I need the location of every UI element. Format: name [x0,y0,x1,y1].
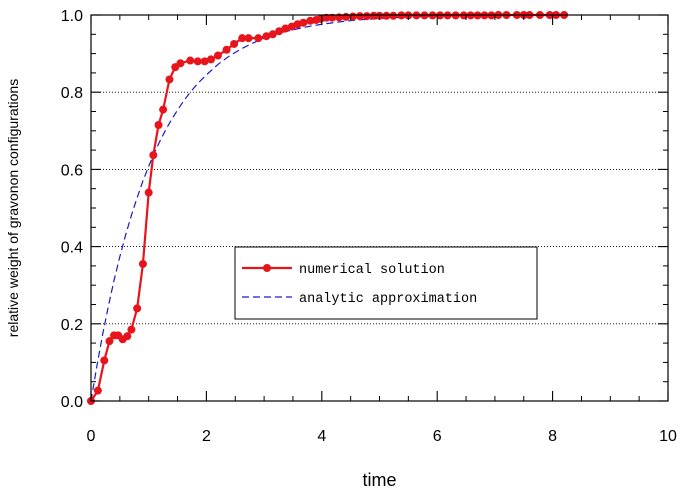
legend-label-numerical: numerical solution [299,263,445,278]
data-point-numerical [275,27,284,36]
legend-entry-numerical: numerical solution [242,263,445,278]
data-point-numerical [186,56,195,65]
data-point-numerical [355,12,364,21]
y-tick-label: 1.0 [61,8,83,25]
data-point-numerical [369,11,378,20]
y-tick-label: 0.0 [61,394,83,411]
data-point-numerical [207,55,216,64]
data-point-numerical [165,75,174,84]
data-point-numerical [238,34,247,43]
tick-layer [90,14,669,402]
data-point-numerical [328,13,337,22]
x-tick-label: 6 [433,428,442,445]
data-point-numerical [299,18,308,27]
data-point-numerical [149,151,158,160]
data-point-numerical [230,39,239,48]
data-point-numerical [93,386,102,395]
legend-label-analytic: analytic approximation [299,292,477,307]
legend-box [234,246,538,320]
data-point-numerical [133,304,142,313]
x-tick-label: 4 [317,428,326,445]
data-point-numerical [222,45,231,54]
data-point-numerical [200,57,209,66]
data-point-numerical [281,24,290,33]
data-point-numerical [176,59,185,68]
data-point-numerical [262,32,271,41]
y-tick-label: 0.4 [61,240,83,257]
x-tick-label: 8 [548,428,557,445]
data-point-numerical [105,337,114,346]
data-point-numerical [138,259,147,268]
x-tick-label: 10 [659,428,677,445]
y-tick-label: 0.8 [61,85,83,102]
y-tick-label: 0.2 [61,317,83,334]
data-point-numerical [123,332,132,341]
data-point-numerical [342,12,351,21]
data-point-numerical [154,121,163,130]
legend-entry-analytic: analytic approximation [242,292,477,307]
data-point-numerical [268,30,277,39]
data-point-numerical [193,57,202,66]
data-point-numerical [213,51,222,60]
legend-marker-numerical [263,264,271,272]
data-point-numerical [322,13,331,22]
x-tick-label: 2 [202,428,211,445]
data-point-numerical [144,188,153,197]
data-point-numerical [244,34,253,43]
data-point-numerical [159,105,168,114]
x-axis-title: time [362,470,396,490]
data-point-numerical [389,11,398,20]
data-point-numerical [254,34,263,43]
y-tick-label: 0.6 [61,162,83,179]
data-point-numerical [382,11,391,20]
x-tick-label: 0 [87,428,96,445]
data-point-numerical [100,356,109,365]
data-point-numerical [362,12,371,21]
data-point-numerical [127,325,136,334]
legend: numerical solution analytic approximatio… [234,246,538,320]
y-axis-title: relative weight of gravonon configuratio… [5,79,21,337]
tick-label-layer: 0.0 0.2 0.4 0.6 0.8 1.0 0 2 4 6 8 10 [61,8,677,445]
